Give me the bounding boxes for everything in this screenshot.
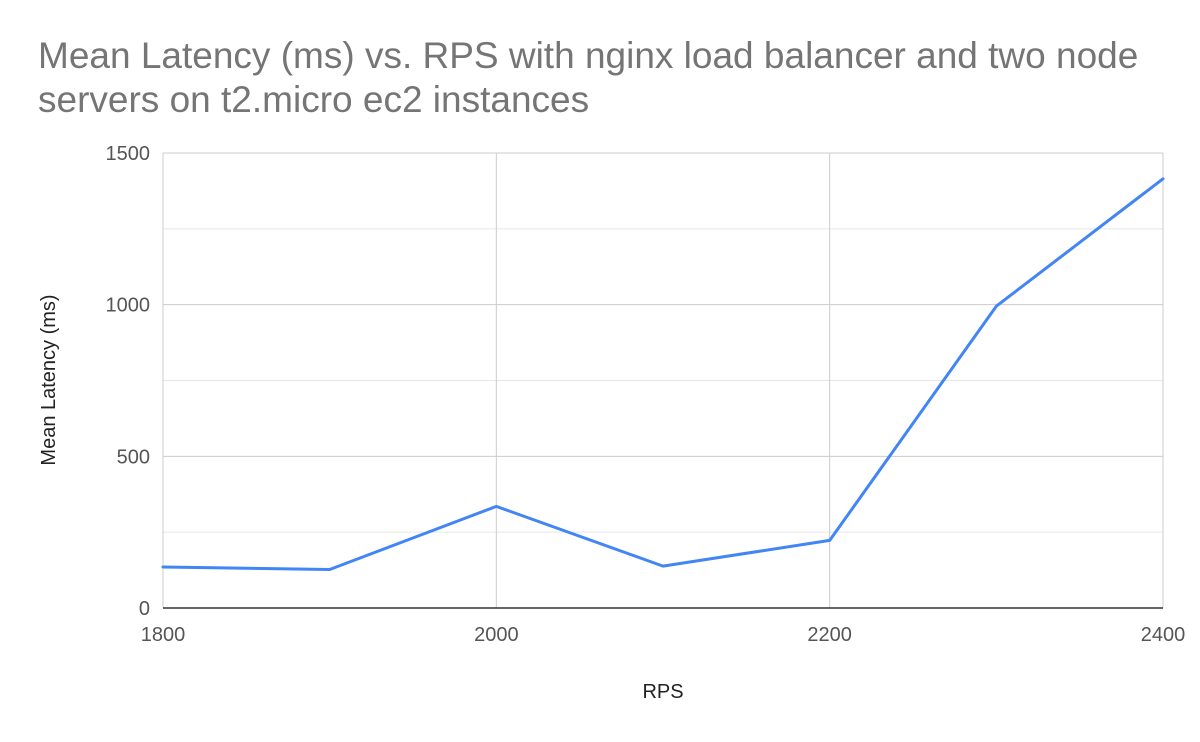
y-tick-label-1000: 1000 [106, 295, 151, 317]
x-tick-label-1800: 1800 [141, 624, 186, 646]
y-tick-label-0: 0 [139, 598, 150, 620]
x-axis-title: RPS [642, 681, 683, 703]
x-tick-label-2400: 2400 [1141, 624, 1186, 646]
y-axis-title: Mean Latency (ms) [38, 294, 60, 465]
series-layer [161, 177, 1165, 571]
y-tick-label-1500: 1500 [106, 143, 151, 165]
chart-title: Mean Latency (ms) vs. RPS with nginx loa… [38, 35, 1139, 120]
x-tick-label-2000: 2000 [474, 624, 519, 646]
x-tick-label-2200: 2200 [807, 624, 852, 646]
y-tick-label-500: 500 [117, 446, 150, 468]
gridlines [162, 152, 1164, 608]
series-line-0 [161, 177, 1165, 571]
tick-labels: 0 500 1000 1500 1800 2000 2200 2400 [106, 143, 1186, 646]
